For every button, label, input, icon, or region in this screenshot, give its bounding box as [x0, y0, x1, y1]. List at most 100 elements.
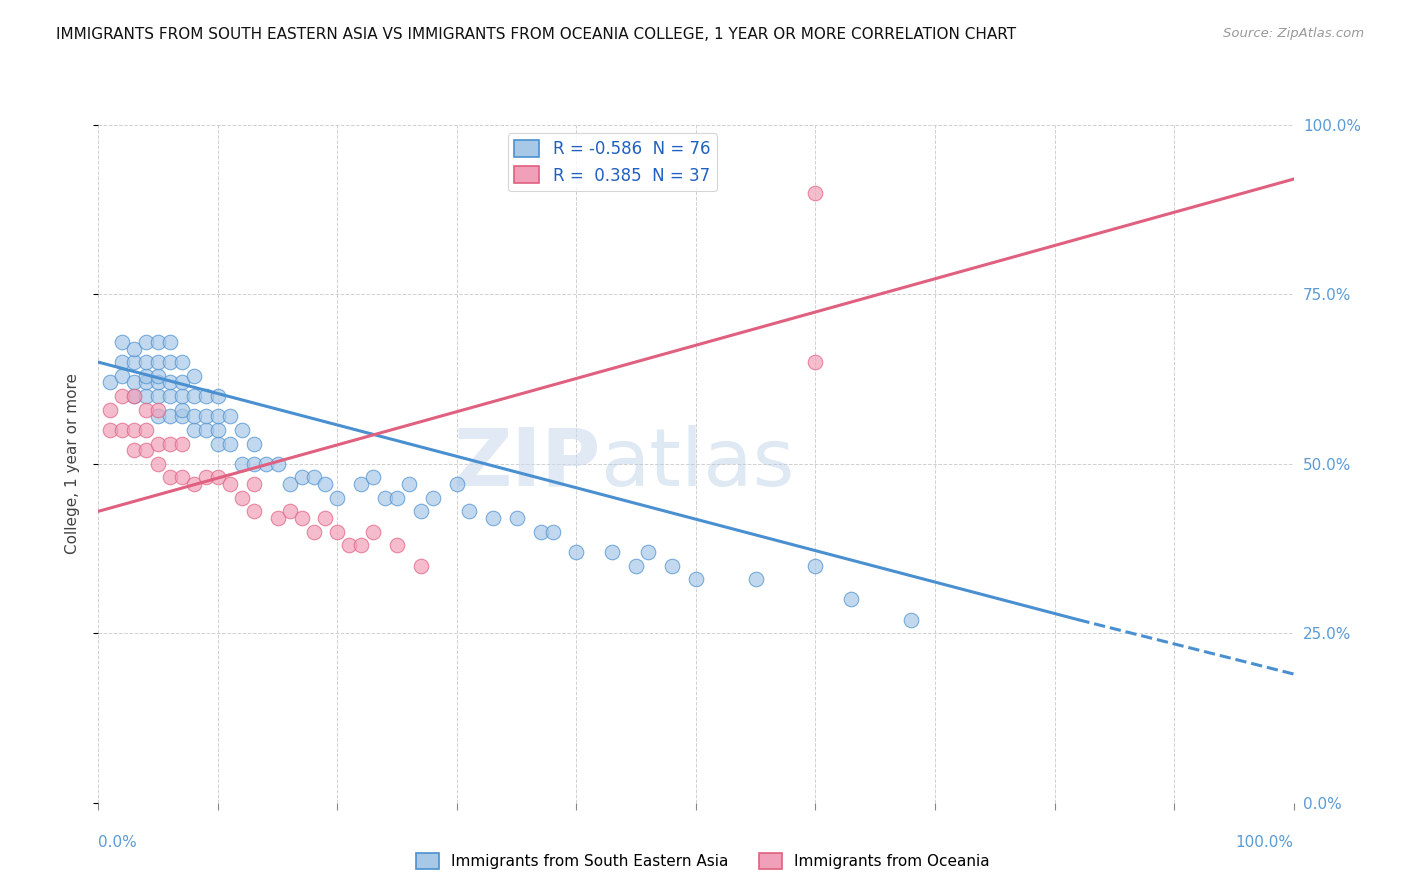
- Point: [626, 558, 648, 573]
- Point: [135, 376, 157, 390]
- Point: [219, 477, 242, 491]
- Point: [385, 491, 409, 505]
- Point: [148, 334, 170, 349]
- Point: [111, 355, 134, 369]
- Point: [111, 389, 134, 403]
- Point: [446, 477, 468, 491]
- Point: [219, 409, 242, 424]
- Point: [350, 538, 373, 552]
- Point: [207, 389, 229, 403]
- Point: [111, 334, 134, 349]
- Point: [219, 436, 242, 450]
- Point: [231, 423, 253, 437]
- Point: [194, 423, 218, 437]
- Point: [98, 376, 122, 390]
- Point: [804, 558, 827, 573]
- Point: [159, 376, 181, 390]
- Point: [148, 409, 170, 424]
- Point: [339, 538, 360, 552]
- Text: Source: ZipAtlas.com: Source: ZipAtlas.com: [1223, 27, 1364, 40]
- Point: [148, 402, 170, 417]
- Point: [207, 470, 229, 484]
- Point: [302, 524, 325, 539]
- Text: 0.0%: 0.0%: [98, 836, 138, 850]
- Point: [602, 545, 624, 559]
- Text: 100.0%: 100.0%: [1236, 836, 1294, 850]
- Point: [194, 409, 218, 424]
- Point: [385, 538, 409, 552]
- Point: [565, 545, 588, 559]
- Point: [278, 477, 301, 491]
- Point: [411, 558, 433, 573]
- Legend: R = -0.586  N = 76, R =  0.385  N = 37: R = -0.586 N = 76, R = 0.385 N = 37: [508, 133, 717, 191]
- Point: [291, 511, 314, 525]
- Point: [124, 342, 146, 356]
- Point: [183, 368, 205, 383]
- Point: [243, 477, 266, 491]
- Point: [148, 376, 170, 390]
- Point: [207, 409, 229, 424]
- Point: [172, 376, 194, 390]
- Point: [183, 389, 205, 403]
- Point: [194, 389, 218, 403]
- Point: [183, 409, 205, 424]
- Point: [326, 524, 349, 539]
- Point: [172, 436, 194, 450]
- Y-axis label: College, 1 year or more: College, 1 year or more: [65, 374, 80, 554]
- Point: [194, 470, 218, 484]
- Point: [172, 355, 194, 369]
- Point: [900, 613, 922, 627]
- Point: [363, 470, 385, 484]
- Point: [254, 457, 277, 471]
- Point: [291, 470, 314, 484]
- Point: [804, 186, 827, 200]
- Point: [315, 477, 337, 491]
- Point: [135, 423, 157, 437]
- Point: [172, 470, 194, 484]
- Point: [148, 355, 170, 369]
- Point: [350, 477, 373, 491]
- Point: [124, 423, 146, 437]
- Point: [172, 409, 194, 424]
- Point: [111, 423, 134, 437]
- Point: [135, 368, 157, 383]
- Point: [841, 592, 863, 607]
- Point: [685, 572, 707, 586]
- Point: [135, 389, 157, 403]
- Point: [243, 457, 266, 471]
- Point: [135, 334, 157, 349]
- Point: [111, 368, 134, 383]
- Point: [506, 511, 529, 525]
- Point: [124, 376, 146, 390]
- Point: [148, 389, 170, 403]
- Point: [159, 389, 181, 403]
- Point: [207, 436, 229, 450]
- Text: atlas: atlas: [600, 425, 794, 503]
- Point: [172, 389, 194, 403]
- Point: [422, 491, 444, 505]
- Point: [374, 491, 396, 505]
- Point: [243, 504, 266, 518]
- Point: [315, 511, 337, 525]
- Point: [148, 436, 170, 450]
- Point: [159, 334, 181, 349]
- Point: [159, 436, 181, 450]
- Point: [207, 423, 229, 437]
- Point: [231, 457, 253, 471]
- Point: [124, 389, 146, 403]
- Point: [243, 436, 266, 450]
- Point: [159, 470, 181, 484]
- Point: [326, 491, 349, 505]
- Point: [172, 402, 194, 417]
- Point: [804, 355, 827, 369]
- Point: [135, 402, 157, 417]
- Point: [124, 389, 146, 403]
- Point: [183, 477, 205, 491]
- Point: [135, 355, 157, 369]
- Point: [302, 470, 325, 484]
- Point: [148, 457, 170, 471]
- Point: [159, 355, 181, 369]
- Point: [231, 491, 253, 505]
- Point: [481, 511, 505, 525]
- Point: [135, 443, 157, 458]
